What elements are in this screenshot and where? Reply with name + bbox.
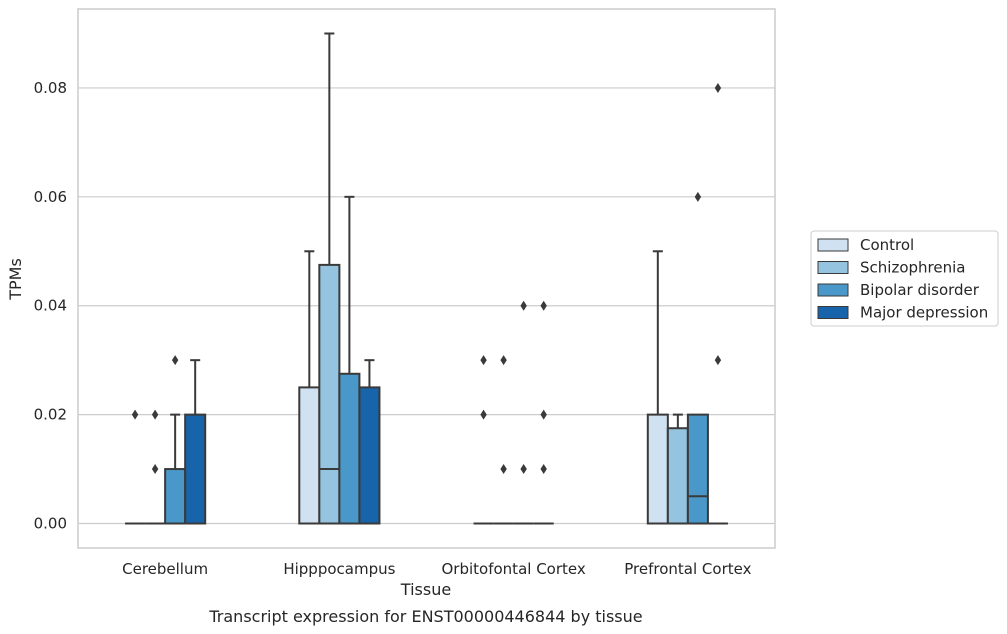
legend-swatch bbox=[817, 261, 849, 274]
box-iqr bbox=[184, 413, 207, 525]
x-axis-title: Tissue bbox=[400, 580, 451, 599]
outlier-point bbox=[540, 464, 547, 475]
box-control bbox=[125, 409, 146, 525]
legend-frame bbox=[810, 230, 999, 327]
box-iqr bbox=[338, 372, 361, 525]
outlier-point bbox=[540, 409, 547, 420]
box-major-depression bbox=[707, 82, 728, 525]
outlier-point bbox=[520, 300, 527, 311]
outlier-point bbox=[480, 409, 487, 420]
box-bipolar-disorder bbox=[513, 300, 534, 525]
outlier-point bbox=[500, 355, 507, 366]
box-bipolar-disorder bbox=[686, 191, 709, 525]
outlier-point bbox=[714, 82, 722, 93]
x-tick-label: Orbitofontal Cortex bbox=[442, 560, 586, 578]
outlier-point bbox=[694, 191, 702, 202]
y-tick-label: 0.08 bbox=[34, 79, 67, 97]
box-major-depression bbox=[533, 300, 554, 525]
x-tick-label: Hipppocampus bbox=[283, 560, 395, 578]
legend-swatch bbox=[817, 306, 849, 319]
box-iqr bbox=[358, 386, 381, 525]
legend-label: Schizophrenia bbox=[860, 259, 965, 277]
box-major-depression bbox=[184, 359, 207, 525]
box-iqr bbox=[646, 413, 669, 525]
legend-swatch bbox=[817, 283, 849, 297]
outlier-point bbox=[520, 464, 527, 475]
box-schizophrenia bbox=[318, 32, 341, 525]
x-tick-label: Cerebellum bbox=[122, 560, 208, 578]
box-bipolar-disorder bbox=[164, 355, 187, 525]
y-tick-label: 0.00 bbox=[34, 515, 67, 533]
boxes bbox=[125, 32, 728, 525]
legend-label: Bipolar disorder bbox=[860, 281, 980, 299]
outlier-point bbox=[540, 300, 547, 311]
box-iqr bbox=[318, 263, 341, 525]
outlier-point bbox=[171, 355, 179, 366]
box-iqr bbox=[686, 413, 709, 525]
y-tick-label: 0.02 bbox=[34, 406, 67, 424]
box-bipolar-disorder bbox=[338, 195, 361, 525]
outlier-point bbox=[500, 464, 507, 475]
box-schizophrenia bbox=[145, 409, 166, 525]
outlier-point bbox=[480, 355, 487, 366]
box-schizophrenia bbox=[666, 413, 689, 525]
chart-caption: Transcript expression for ENST0000044684… bbox=[208, 607, 642, 626]
y-tick-label: 0.04 bbox=[34, 297, 67, 315]
box-control bbox=[473, 355, 494, 525]
outlier-point bbox=[151, 409, 159, 420]
outlier-point bbox=[131, 409, 139, 420]
x-tick-labels: Cerebellum Hipppocampus Orbitofontal Corte… bbox=[122, 560, 751, 578]
box-iqr bbox=[298, 386, 321, 525]
box-control bbox=[646, 250, 669, 525]
x-tick-label: Prefrontal Cortex bbox=[624, 560, 751, 578]
box-iqr bbox=[666, 427, 689, 525]
legend-label: Control bbox=[860, 236, 914, 254]
outlier-point bbox=[151, 464, 159, 475]
box-major-depression bbox=[358, 359, 381, 525]
legend-label: Major depression bbox=[860, 304, 988, 322]
plot-frame bbox=[77, 8, 776, 549]
legend-swatch bbox=[817, 238, 849, 252]
legend: Control Schizophrenia Bipolar disorder Majo… bbox=[810, 230, 999, 327]
outlier-point bbox=[714, 355, 722, 366]
y-tick-label: 0.06 bbox=[34, 188, 67, 206]
box-iqr bbox=[164, 468, 187, 525]
y-axis-title: TPMs bbox=[6, 258, 25, 301]
box-control bbox=[298, 250, 321, 525]
box-schizophrenia bbox=[493, 355, 514, 525]
y-tick-labels: 0.00 0.02 0.04 0.06 0.08 bbox=[34, 79, 67, 533]
